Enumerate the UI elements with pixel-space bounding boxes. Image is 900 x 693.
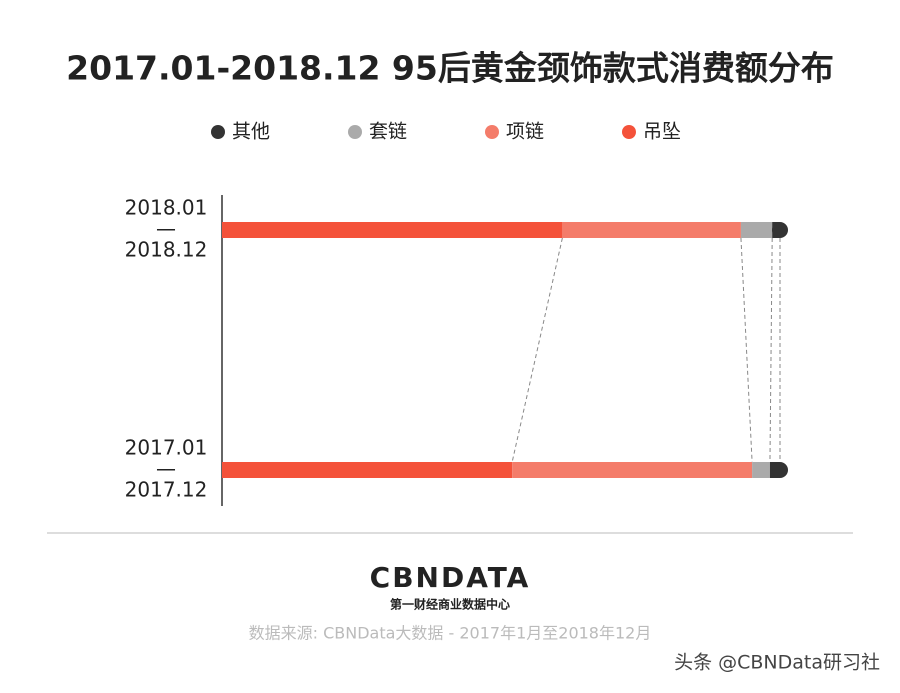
- logo-subtitle: 第一财经商业数据中心: [390, 597, 510, 612]
- category-label: 2017.12: [125, 478, 208, 502]
- legend-marker: [622, 125, 636, 139]
- legend-label: 项链: [506, 121, 544, 143]
- bar-segment: [752, 462, 770, 478]
- legend-label: 吊坠: [643, 121, 681, 143]
- legend-marker: [485, 125, 499, 139]
- bar-cap: [772, 462, 788, 478]
- bar-cap: [772, 222, 788, 238]
- bar-segment: [222, 462, 513, 478]
- category-label: 2018.01: [125, 196, 208, 220]
- category-label: —: [156, 457, 176, 481]
- chart-title: 2017.01-2018.12 95后黄金颈饰款式消费额分布: [66, 49, 834, 88]
- connector: [511, 237, 563, 463]
- logo: CBNDATA: [370, 561, 531, 594]
- legend-marker: [211, 125, 225, 139]
- legend-label: 套链: [369, 121, 407, 143]
- connector: [769, 237, 773, 463]
- legend-marker: [348, 125, 362, 139]
- category-label: 2017.01: [125, 436, 208, 460]
- connector: [740, 237, 753, 463]
- bar-segment: [740, 222, 773, 238]
- bar-segment: [222, 222, 563, 238]
- category-label: —: [156, 217, 176, 241]
- category-label: 2018.12: [125, 238, 208, 262]
- watermark: 头条 @CBNData研习社: [674, 652, 880, 674]
- source: 数据来源: CBNData大数据 - 2017年1月至2018年12月: [249, 624, 652, 643]
- bar-segment: [562, 222, 741, 238]
- legend-label: 其他: [232, 121, 270, 143]
- bar-segment: [512, 462, 753, 478]
